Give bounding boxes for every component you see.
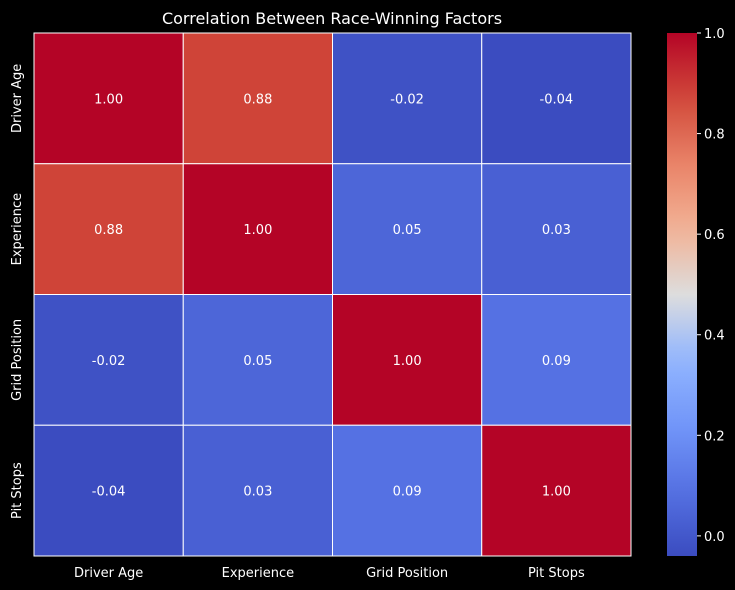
cell-value-label: 0.88 — [243, 92, 272, 107]
heatmap-cell — [332, 424, 483, 557]
colorbar-gradient — [667, 33, 697, 556]
colorbar-tick-label: 0.8 — [704, 128, 725, 143]
cell-value-label: 1.00 — [94, 92, 123, 107]
cell-value-label: -0.02 — [92, 354, 126, 369]
chart-title: Correlation Between Race-Winning Factors — [162, 9, 502, 28]
cell-value-label: 1.00 — [542, 485, 571, 500]
colorbar-tick-label: 0.2 — [704, 429, 725, 444]
cell-value-label: 1.00 — [243, 223, 272, 238]
x-tick-label: Pit Stops — [528, 566, 585, 581]
cell-value-label: 0.03 — [542, 223, 571, 238]
y-tick-label: Driver Age — [10, 64, 25, 133]
cell-value-label: 0.05 — [393, 223, 422, 238]
x-tick-label: Grid Position — [366, 566, 448, 581]
heatmap-cell — [481, 32, 632, 165]
heatmap-cell — [182, 424, 333, 557]
cell-value-label: 0.09 — [393, 485, 422, 500]
cell-value-label: -0.04 — [540, 92, 574, 107]
cell-value-label: -0.02 — [390, 92, 424, 107]
heatmap-cell — [481, 163, 632, 295]
heatmap-cell — [33, 163, 184, 295]
x-tick-label: Driver Age — [74, 566, 143, 581]
colorbar-tick-label: 1.0 — [704, 27, 725, 42]
colorbar-tick-label: 0.6 — [704, 228, 725, 243]
heatmap-cell — [481, 294, 632, 426]
heatmap-cell — [182, 294, 333, 426]
heatmap-cell — [332, 32, 483, 165]
heatmap-cell — [481, 424, 632, 557]
colorbar-tick-label: 0.0 — [704, 530, 725, 545]
x-tick-label: Experience — [222, 566, 295, 581]
colorbar: 0.0 0.2 0.4 0.6 0.8 1.0 — [667, 27, 725, 556]
heatmap-cell — [182, 163, 333, 295]
cell-value-label: 0.09 — [542, 354, 571, 369]
cell-value-label: 0.88 — [94, 223, 123, 238]
y-tick-label: Grid Position — [10, 319, 25, 401]
cell-value-label: 0.05 — [243, 354, 272, 369]
colorbar-tick-label: 0.4 — [704, 329, 725, 344]
heatmap-cell — [33, 424, 184, 557]
cell-value-label: -0.04 — [92, 485, 126, 500]
x-axis-ticks: Driver Age Experience Grid Position Pit Sto… — [74, 566, 585, 581]
y-axis-ticks: Driver Age Experience Grid Position Pit Sto… — [10, 64, 25, 519]
cell-value-label: 0.03 — [243, 485, 272, 500]
heatmap-cell — [33, 32, 184, 165]
y-tick-label: Pit Stops — [10, 462, 25, 519]
heatmap-cells: 1.00 0.88 -0.02 -0.04 0.88 1.00 0.05 0.03 -0.02 0… — [33, 32, 632, 557]
heatmap-cell — [182, 32, 333, 165]
y-tick-label: Experience — [10, 193, 25, 266]
cell-value-label: 1.00 — [393, 354, 422, 369]
